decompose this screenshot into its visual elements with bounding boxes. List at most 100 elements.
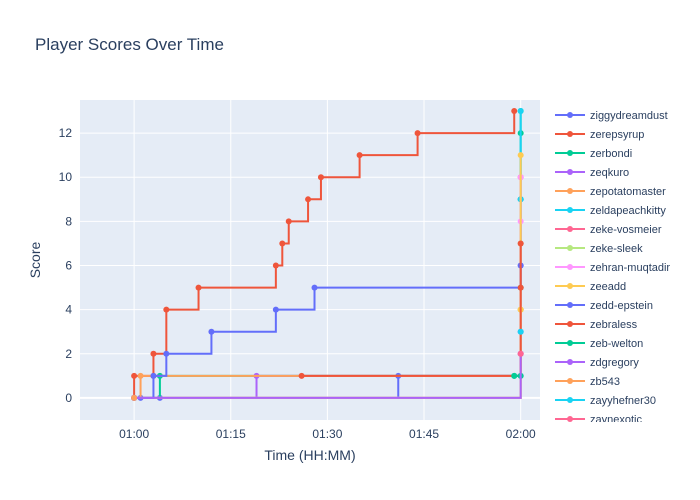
- data-point[interactable]: [311, 284, 318, 291]
- legend-item[interactable]: zerbondi: [555, 148, 632, 160]
- legend-label: zaynexotic: [590, 414, 642, 426]
- legend-swatch-marker: [567, 378, 573, 384]
- data-point[interactable]: [195, 284, 202, 291]
- legend-item[interactable]: zeldapeachkitty: [555, 205, 666, 217]
- legend-swatch-marker: [567, 264, 573, 270]
- data-point[interactable]: [163, 350, 170, 357]
- data-point[interactable]: [414, 130, 421, 137]
- y-tick-label: 10: [59, 170, 73, 184]
- legend-item[interactable]: zeke-vosmeier: [555, 224, 662, 236]
- data-point[interactable]: [511, 108, 518, 115]
- legend-swatch-marker: [567, 169, 573, 175]
- legend-label: zebraless: [590, 319, 638, 331]
- y-tick-label: 2: [65, 347, 72, 361]
- legend-item[interactable]: zeqkuro: [555, 167, 629, 179]
- legend-swatch-marker: [567, 321, 573, 327]
- y-tick-label: 0: [65, 391, 72, 405]
- data-point[interactable]: [511, 372, 518, 379]
- data-point[interactable]: [208, 328, 215, 335]
- data-point[interactable]: [131, 394, 138, 401]
- tick-layer: 0 2 4 6 8 10 12 01:00 01:15 01:30 01:45 02:00: [59, 126, 536, 441]
- data-point[interactable]: [517, 328, 524, 335]
- plot-area[interactable]: [80, 100, 540, 420]
- series-zayyhefner30[interactable]: [517, 328, 524, 335]
- data-point[interactable]: [150, 350, 157, 357]
- legend-item[interactable]: zepotatomaster: [555, 186, 666, 198]
- series-zb543[interactable]: [131, 394, 138, 401]
- legend-label: zdgregory: [590, 357, 639, 369]
- y-tick-label: 8: [65, 214, 72, 228]
- x-tick-label: 01:00: [119, 427, 149, 441]
- y-tick-label: 6: [65, 259, 72, 273]
- legend-label: zeke-sleek: [590, 243, 643, 255]
- legend-item[interactable]: zeke-sleek: [555, 243, 643, 255]
- data-point[interactable]: [305, 196, 312, 203]
- data-point[interactable]: [272, 262, 279, 269]
- legend-swatch-marker: [567, 207, 573, 213]
- y-axis-title: Score: [27, 242, 43, 279]
- legend-label: zerbondi: [590, 148, 632, 160]
- y-tick-label: 4: [65, 303, 72, 317]
- data-point[interactable]: [517, 108, 524, 115]
- legend-label: zayyhefner30: [590, 395, 656, 407]
- legend-swatch-marker: [567, 188, 573, 194]
- legend-label: zeeadd: [590, 281, 626, 293]
- chart-title: Player Scores Over Time: [35, 35, 224, 54]
- legend-label: zeldapeachkitty: [590, 205, 666, 217]
- data-point[interactable]: [279, 240, 286, 247]
- legend-label: zerepsyrup: [590, 129, 644, 141]
- series-zaynexotic[interactable]: [517, 350, 524, 357]
- legend-item[interactable]: zedd-epstein: [555, 300, 653, 312]
- legend-swatch-marker: [567, 340, 573, 346]
- data-point[interactable]: [517, 284, 524, 291]
- legend-label: zepotatomaster: [590, 186, 666, 198]
- legend-swatch-marker: [567, 245, 573, 251]
- legend-swatch-marker: [567, 302, 573, 308]
- x-tick-label: 01:45: [409, 427, 439, 441]
- legend-label: zedd-epstein: [590, 300, 653, 312]
- legend-item[interactable]: zebraless: [555, 319, 638, 331]
- data-point[interactable]: [517, 240, 524, 247]
- x-tick-label: 01:30: [312, 427, 342, 441]
- legend-item[interactable]: zeb-welton: [555, 338, 643, 350]
- y-tick-label: 12: [59, 126, 73, 140]
- data-point[interactable]: [298, 372, 305, 379]
- legend-swatch-marker: [567, 416, 573, 422]
- legend-item[interactable]: zehran-muqtadir: [555, 262, 670, 274]
- legend-swatch-marker: [567, 283, 573, 289]
- legend-swatch-marker: [567, 112, 573, 118]
- data-point[interactable]: [272, 306, 279, 313]
- legend-item[interactable]: zeeadd: [555, 281, 626, 293]
- legend-swatch-marker: [567, 397, 573, 403]
- series-line: [134, 353, 522, 399]
- legend-item[interactable]: zb543: [555, 376, 620, 388]
- legend-item[interactable]: ziggydreamdust: [555, 110, 668, 122]
- x-tick-label: 01:15: [216, 427, 246, 441]
- legend[interactable]: ziggydreamdust zerepsyrup zerbondi zeqkuro z…: [555, 110, 670, 426]
- data-point[interactable]: [517, 350, 524, 357]
- legend-item[interactable]: zerepsyrup: [555, 129, 644, 141]
- data-point[interactable]: [137, 372, 144, 379]
- series-layer[interactable]: [131, 108, 524, 401]
- legend-swatch-marker: [567, 150, 573, 156]
- legend-label: zeqkuro: [590, 167, 629, 179]
- legend-swatch-marker: [567, 226, 573, 232]
- data-point[interactable]: [317, 174, 324, 181]
- data-point[interactable]: [150, 372, 157, 379]
- legend-label: zehran-muqtadir: [590, 262, 670, 274]
- data-point[interactable]: [163, 306, 170, 313]
- data-point[interactable]: [356, 152, 363, 159]
- legend-label: zb543: [590, 376, 620, 388]
- legend-label: ziggydreamdust: [590, 110, 668, 122]
- data-point[interactable]: [131, 372, 138, 379]
- x-tick-label: 02:00: [506, 427, 536, 441]
- data-point[interactable]: [517, 152, 524, 159]
- legend-item[interactable]: zaynexotic: [555, 414, 642, 426]
- legend-item[interactable]: zdgregory: [555, 357, 639, 369]
- legend-swatch-marker: [567, 359, 573, 365]
- legend-label: zeke-vosmeier: [590, 224, 662, 236]
- legend-item[interactable]: zayyhefner30: [555, 395, 656, 407]
- data-point[interactable]: [285, 218, 292, 225]
